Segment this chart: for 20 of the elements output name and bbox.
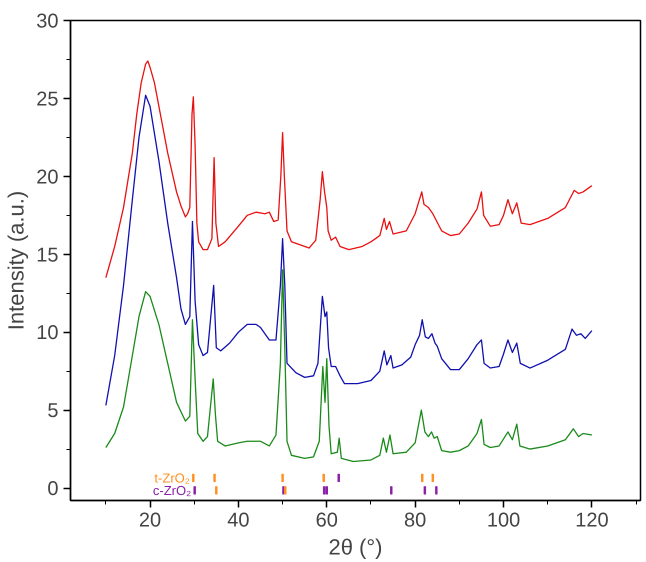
series-label: t-ZrO₂ — [154, 470, 190, 486]
line-series — [105, 94, 593, 406]
x-tick-label: 100 — [486, 510, 520, 532]
y-tick-label: 20 — [36, 166, 59, 188]
y-tick-label: 15 — [36, 244, 59, 266]
line-series — [105, 60, 593, 278]
x-tick-label: 20 — [138, 510, 162, 532]
y-tick-label: 0 — [47, 478, 58, 500]
x-tick-label: 120 — [575, 510, 609, 532]
x-tick-label: 40 — [227, 510, 250, 532]
y-tick-label: 5 — [47, 400, 58, 422]
x-tick-label: 60 — [316, 510, 338, 532]
y-tick-label: 30 — [36, 10, 59, 32]
x-tick-label: 80 — [404, 510, 426, 532]
y-tick-label: 10 — [36, 322, 59, 344]
y-tick-label: 25 — [36, 88, 59, 110]
series-label: c-ZrO₂ — [152, 482, 192, 498]
y-axis-title: Intensity (a.u.) — [3, 190, 28, 330]
x-axis-title: 2θ (°) — [328, 534, 383, 560]
line-series — [105, 269, 593, 462]
